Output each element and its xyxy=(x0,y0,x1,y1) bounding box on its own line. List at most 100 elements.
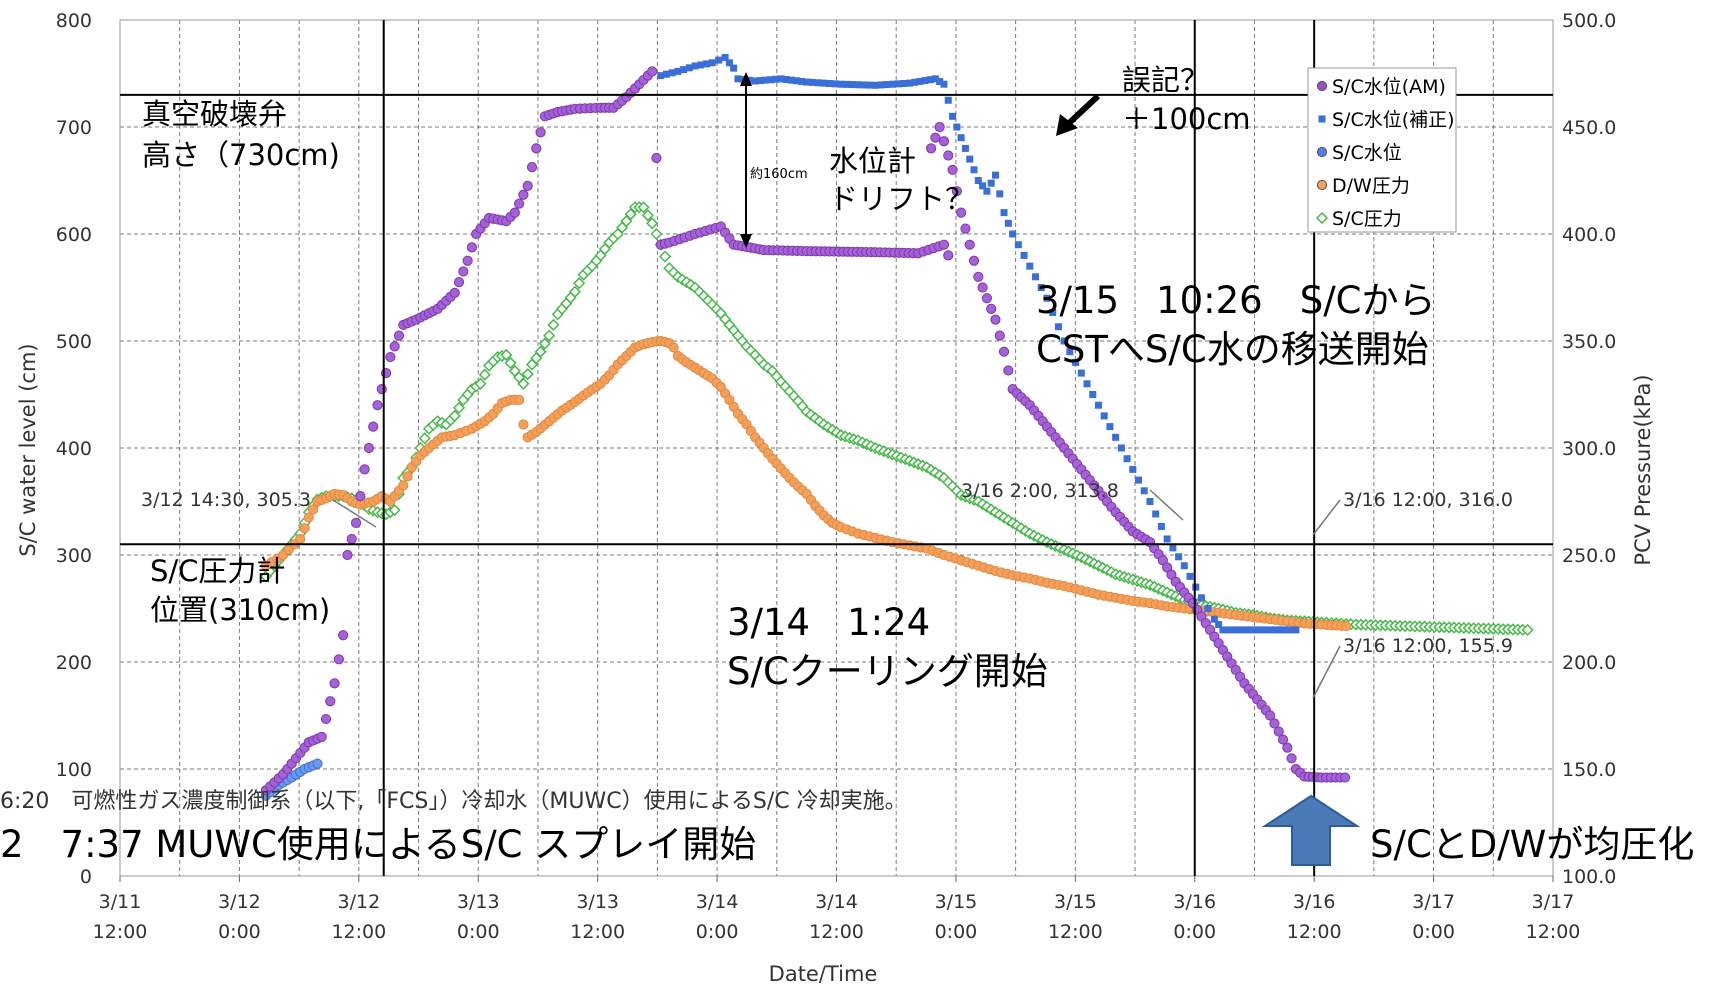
drift-label-1: 水位計 xyxy=(829,144,916,178)
sc-level-corrected-marker xyxy=(949,112,957,120)
dw-pressure-marker xyxy=(518,419,529,430)
point1-leader xyxy=(332,499,377,528)
y2-tick-label: 350.0 xyxy=(1562,331,1616,353)
sc-level-corrected-marker xyxy=(1117,444,1125,452)
sc-level-corrected-marker xyxy=(957,134,965,142)
sc-level-am-marker xyxy=(930,132,941,143)
sc-level-corrected-marker xyxy=(674,67,682,75)
drift-arrow xyxy=(740,72,752,248)
sc-level-am-marker xyxy=(994,330,1005,341)
misprint-label-1: 誤記？ xyxy=(1122,63,1209,97)
sc-level-corrected-marker xyxy=(1026,262,1034,270)
sc-level-corrected-marker xyxy=(1186,572,1194,580)
sc-level-am-marker xyxy=(368,421,379,432)
sc-pressure-marker xyxy=(650,227,663,241)
sc-level-am-marker xyxy=(943,150,954,161)
sc-level-corrected-marker xyxy=(730,64,738,72)
sc-level-corrected-marker xyxy=(697,61,705,69)
sc-pressure-marker xyxy=(1521,623,1534,636)
sc-pressure-marker xyxy=(568,285,581,298)
vacuum-valve-label-1: 真空破壊弁 xyxy=(142,97,287,131)
sc-level-corrected-marker xyxy=(761,76,769,84)
sc-level-am-marker xyxy=(355,491,366,502)
sc-pressure-marker xyxy=(452,401,466,414)
legend-marker xyxy=(1318,115,1326,123)
x-tick-time: 12:00 xyxy=(1048,921,1103,943)
sc-level-am-marker xyxy=(973,271,984,282)
sc-pressure-marker xyxy=(534,345,547,358)
sc-level-am-marker xyxy=(926,143,937,154)
sc-pressure-marker xyxy=(478,368,491,381)
y-tick-label: 400 xyxy=(56,438,92,460)
sc-level-corrected-marker xyxy=(1146,498,1154,505)
sc-level-corrected-marker xyxy=(751,77,759,85)
x-tick-time: 0:00 xyxy=(1412,921,1455,943)
sc-level-am-marker xyxy=(964,239,975,250)
sc-level-corrected-marker xyxy=(772,75,780,83)
sc-level-corrected-marker xyxy=(936,78,944,86)
x-tick-date: 3/12 xyxy=(218,891,261,913)
sc-level-am-marker xyxy=(535,127,546,138)
sc-level-corrected-marker xyxy=(996,190,1004,198)
sc-pressure-marker xyxy=(500,348,513,361)
sc-pressure-marker xyxy=(637,201,650,214)
sc-level-corrected-marker xyxy=(1210,615,1218,623)
sc-level-corrected-marker xyxy=(1100,412,1108,420)
sc-level-am-marker xyxy=(316,731,327,743)
sc-pressure-marker xyxy=(573,277,586,290)
sc-level-corrected-marker xyxy=(931,75,939,83)
sc-level-corrected-marker xyxy=(1238,626,1246,634)
sc-level-corrected-marker xyxy=(725,59,733,67)
point3-leader xyxy=(1312,499,1341,536)
sc-level-corrected-marker xyxy=(1129,465,1137,473)
sc-level-corrected-marker xyxy=(991,171,999,179)
sc-level-am-marker xyxy=(938,239,950,250)
legend-label: S/C水位 xyxy=(1332,142,1402,164)
sc-level-corrected-marker xyxy=(1094,401,1102,409)
point2-label: 3/16 2:00, 313.8 xyxy=(961,480,1119,502)
x-tick-time: 12:00 xyxy=(93,921,148,943)
sc-level-corrected-marker xyxy=(1169,544,1177,552)
legend: S/C水位(AM) S/C水位(補正) S/C水位 D/W圧力 S/C圧力 xyxy=(1307,67,1457,233)
sc-level-corrected-marker xyxy=(734,75,742,83)
sc-level-corrected-marker xyxy=(944,96,952,104)
sc-level-am-marker xyxy=(453,277,465,288)
x-tick-date: 3/14 xyxy=(815,891,858,913)
sc-level-corrected-marker xyxy=(1054,323,1062,331)
dw-pressure-marker xyxy=(295,533,306,545)
sc-pressure-marker xyxy=(517,377,530,390)
x-tick-date: 3/17 xyxy=(1412,891,1455,913)
sc-level-corrected-marker xyxy=(1066,348,1074,356)
sc-level-am-marker xyxy=(338,630,349,641)
sc-pressure-marker xyxy=(641,209,654,222)
sc-pressure-marker xyxy=(547,318,560,332)
spray-note: 2 7:37 MUWC使用によるS/C スプレイ開始 xyxy=(0,823,756,866)
sc-level-corrected-marker xyxy=(787,76,795,84)
sc-level-am-marker xyxy=(651,152,662,164)
sc-level-corrected-marker xyxy=(1225,626,1233,634)
sc-level-corrected-marker xyxy=(1083,380,1091,388)
dw-pressure-marker xyxy=(402,471,413,482)
legend-marker xyxy=(1316,179,1328,191)
sc-level-corrected-marker xyxy=(1135,476,1143,484)
x-axis-title: Date/Time xyxy=(769,962,878,984)
sc-level-am-marker xyxy=(350,517,362,529)
x-tick-date: 3/15 xyxy=(935,891,978,913)
sc-level-corrected-marker xyxy=(888,80,896,88)
sc-level-am-marker xyxy=(363,442,375,454)
sc-pressure-marker xyxy=(624,208,637,221)
x-tick-date: 3/16 xyxy=(1173,891,1216,913)
point3-label: 3/16 12:00, 316.0 xyxy=(1343,489,1513,511)
sc-level-corrected-marker xyxy=(668,69,676,77)
sc-level-corrected-marker xyxy=(854,81,862,89)
sc-level-corrected-marker xyxy=(1260,626,1268,634)
sc-level-am-marker xyxy=(986,303,997,314)
x-tick-date: 3/15 xyxy=(1054,891,1097,913)
sc-level-corrected-marker xyxy=(1232,626,1240,634)
sc-level-am-marker xyxy=(956,207,967,218)
sc-level-corrected-marker xyxy=(979,182,987,190)
sc-level-am-marker xyxy=(325,696,336,707)
drift-label-2: ドリフト？ xyxy=(829,182,974,216)
sc-level-am-marker xyxy=(947,164,958,175)
sc-level-corrected-marker xyxy=(983,187,991,195)
